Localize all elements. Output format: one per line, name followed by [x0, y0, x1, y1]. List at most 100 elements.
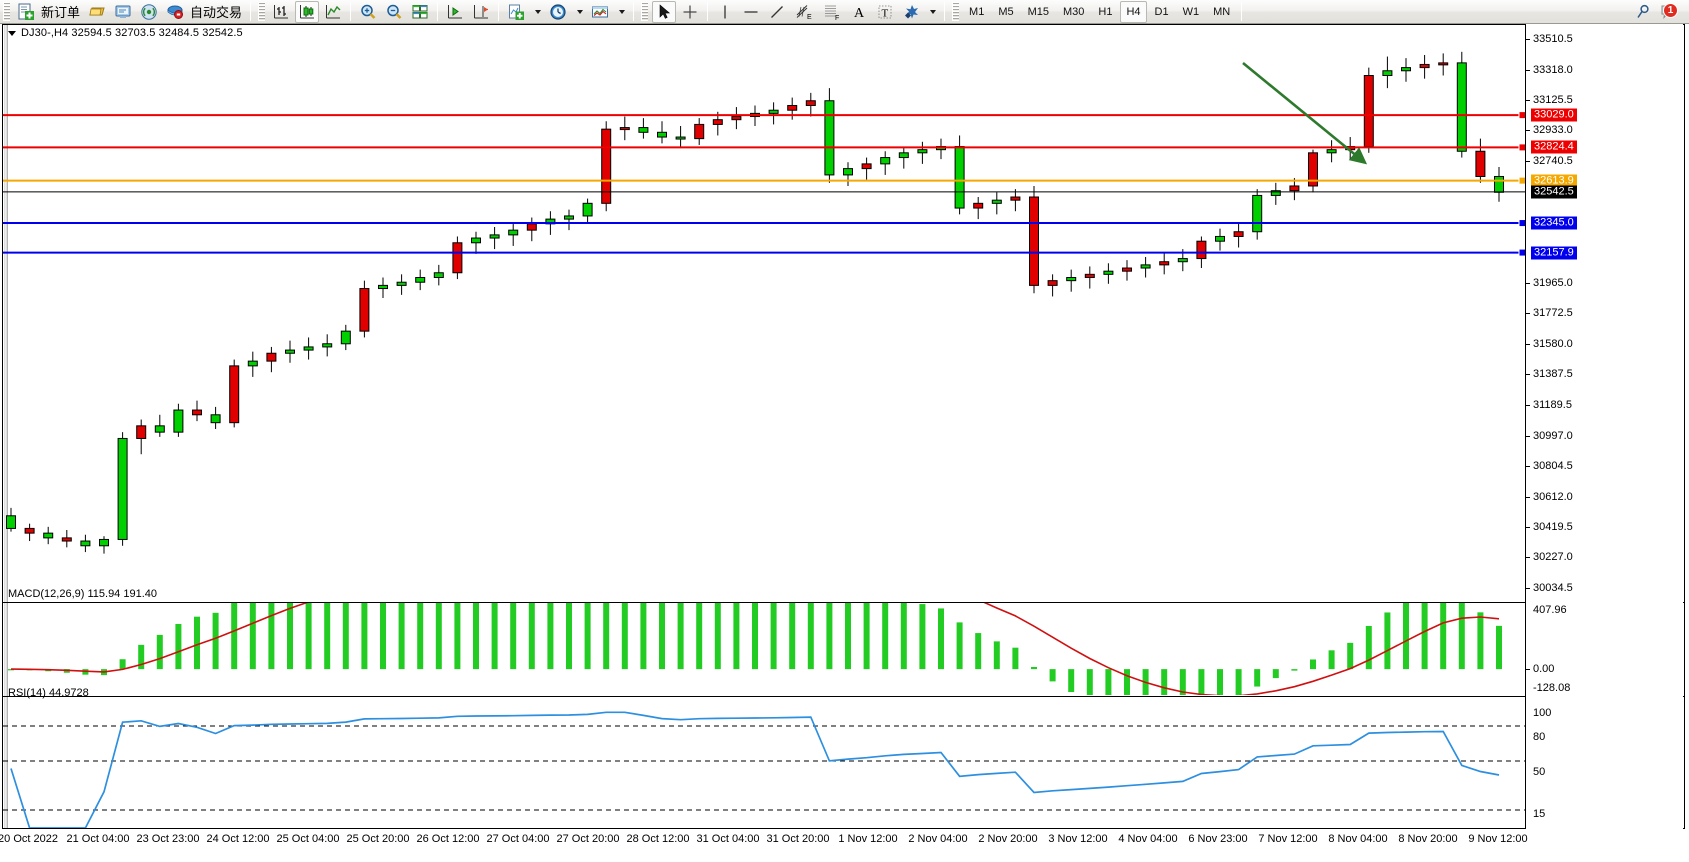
- timeframe-h1[interactable]: H1: [1098, 5, 1113, 18]
- macd-bar: [361, 603, 368, 670]
- macd-bar: [1365, 625, 1372, 670]
- candle-body: [452, 242, 463, 274]
- cursor-tool-button[interactable]: [652, 0, 677, 23]
- equidistant-channel-button[interactable]: E: [791, 1, 817, 23]
- line-chart-button[interactable]: [321, 1, 345, 23]
- arrows-dropdown[interactable]: [925, 1, 939, 23]
- candle-body: [1103, 270, 1114, 275]
- candle-body: [80, 540, 91, 547]
- crosshair-tool-button[interactable]: [678, 1, 702, 23]
- trendline-tool-button[interactable]: [765, 1, 789, 23]
- price-axis[interactable]: 33510.5 33318.0 33125.5 32933.0 32740.5 31965…: [1525, 24, 1683, 829]
- fibonacci-tool-button[interactable]: F: [819, 1, 845, 23]
- new-chart-dropdown[interactable]: [530, 1, 544, 23]
- level-handle[interactable]: [1518, 143, 1526, 152]
- price-level-tag[interactable]: 32345.0: [1531, 216, 1577, 230]
- text-tool-button[interactable]: A: [847, 1, 871, 23]
- main-toolbar: 新订单 自动交易: [0, 0, 1689, 24]
- price-chart-canvas[interactable]: [3, 25, 1526, 601]
- candle-body: [917, 149, 928, 154]
- macd-bar: [900, 603, 907, 670]
- level-handle[interactable]: [1518, 176, 1526, 185]
- chart-symbol-bar[interactable]: DJ30-,H4 32594.5 32703.5 32484.5 32542.5: [8, 26, 243, 40]
- trend-arrow[interactable]: [1242, 61, 1368, 165]
- macd-axis-label: -128.08: [1533, 681, 1571, 694]
- auto-trading-button[interactable]: [163, 1, 187, 23]
- time-tick-label: 25 Oct 04:00: [276, 833, 340, 845]
- timeframe-m15[interactable]: M15: [1027, 5, 1049, 18]
- macd-caption: MACD(12,26,9) 115.94 191.40: [8, 588, 157, 600]
- macd-bar: [882, 603, 889, 670]
- timeframe-h4[interactable]: H4: [1120, 0, 1147, 23]
- candle-body: [210, 414, 221, 424]
- chart-area[interactable]: DJ30-,H4 32594.5 32703.5 32484.5 32542.5…: [0, 24, 1689, 862]
- navigator-button[interactable]: [137, 1, 161, 23]
- price-level-tag[interactable]: 33029.0: [1531, 108, 1577, 122]
- auto-scroll-button[interactable]: [469, 1, 493, 23]
- timeframe-w1[interactable]: W1: [1182, 5, 1200, 18]
- price-tick-label: 31387.5: [1533, 368, 1573, 381]
- templates-button[interactable]: [588, 1, 612, 23]
- period-button[interactable]: [546, 1, 570, 23]
- macd-bar: [826, 603, 833, 670]
- toolbar-grip-3[interactable]: [641, 2, 649, 21]
- macd-bar: [249, 603, 256, 670]
- candle-body: [1438, 62, 1449, 66]
- level-handle[interactable]: [1518, 248, 1526, 257]
- toolbar-grip-2[interactable]: [258, 2, 266, 21]
- text-label-tool-button[interactable]: T: [873, 1, 897, 23]
- market-watch-button[interactable]: [85, 1, 109, 23]
- candlestick-chart-button[interactable]: [295, 0, 320, 23]
- timeframe-m5[interactable]: M5: [998, 5, 1014, 18]
- search-button[interactable]: [1631, 1, 1655, 23]
- candlestick-icon: [300, 4, 315, 18]
- tile-windows-button[interactable]: [408, 1, 432, 23]
- rsi-axis-label: 15: [1533, 808, 1546, 821]
- level-lines[interactable]: [3, 111, 1526, 257]
- level-handle[interactable]: [1518, 111, 1526, 120]
- rsi-line: [10, 711, 1500, 828]
- price-level-tag[interactable]: 32542.5: [1531, 185, 1577, 199]
- period-dropdown[interactable]: [572, 1, 586, 23]
- arrows-tool-button[interactable]: [899, 1, 923, 23]
- toolbar-grip[interactable]: [3, 2, 10, 21]
- data-window-button[interactable]: [111, 1, 135, 23]
- candle-body: [564, 215, 574, 220]
- timeframe-m30[interactable]: M30: [1063, 5, 1085, 18]
- text-label-icon: T: [878, 5, 892, 19]
- price-level-tag[interactable]: 32613.9: [1531, 174, 1577, 188]
- timeframe-d1[interactable]: D1: [1154, 5, 1169, 18]
- time-tick-label: 28 Oct 12:00: [626, 833, 690, 845]
- new-chart-button[interactable]: [504, 1, 528, 23]
- vertical-line-tool-button[interactable]: [713, 1, 737, 23]
- zoom-out-button[interactable]: [382, 1, 406, 23]
- toolbar-grip-4[interactable]: [952, 2, 960, 21]
- candle-body: [601, 128, 612, 204]
- chart-menu-caret-icon[interactable]: [8, 30, 16, 36]
- horizontal-line-tool-button[interactable]: [739, 1, 763, 23]
- notifications-button[interactable]: 1: [1657, 1, 1683, 23]
- price-tick: [1526, 405, 1530, 407]
- new-order-button[interactable]: [14, 1, 38, 23]
- macd-bar: [1198, 669, 1205, 695]
- timeframe-m1[interactable]: M1: [969, 5, 985, 18]
- price-level-tag[interactable]: 32824.4: [1531, 140, 1577, 154]
- time-axis[interactable]: 20 Oct 2022 21 Oct 04:00 23 Oct 23:00 24 Oc…: [0, 830, 1685, 860]
- chevron-down-icon: [619, 9, 626, 14]
- chevron-down-icon: [535, 9, 542, 14]
- chart-shift-button[interactable]: [443, 1, 467, 23]
- macd-bar: [138, 644, 145, 670]
- price-level-tag[interactable]: 32157.9: [1531, 246, 1577, 260]
- bar-chart-button[interactable]: [269, 1, 293, 23]
- zoom-in-button[interactable]: [356, 1, 380, 23]
- macd-bar: [1179, 669, 1186, 695]
- time-tick-label: 6 Nov 23:00: [1188, 833, 1248, 845]
- svg-text:A: A: [854, 6, 865, 21]
- timeframe-mn[interactable]: MN: [1213, 5, 1231, 18]
- candle-body: [824, 100, 835, 176]
- time-tick-label: 1 Nov 12:00: [838, 833, 898, 845]
- templates-dropdown[interactable]: [614, 1, 628, 23]
- toolbar-separator-3: [437, 2, 439, 21]
- level-handle[interactable]: [1518, 219, 1526, 228]
- macd-bar: [1403, 603, 1409, 670]
